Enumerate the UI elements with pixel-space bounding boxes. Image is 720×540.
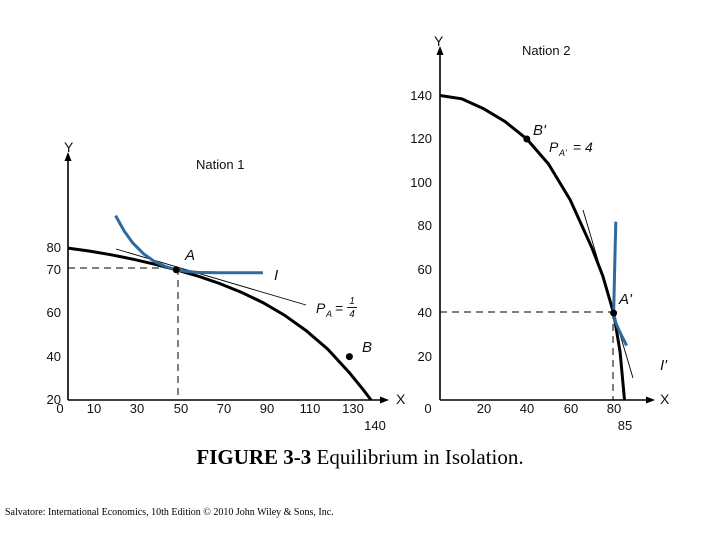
nation-1-price-subscript: A bbox=[325, 309, 332, 319]
nation-2-x-tick-80: 80 bbox=[607, 401, 621, 416]
nation-2-y-tick-140: 140 bbox=[410, 88, 432, 103]
nation-1-y-tick-20: 20 bbox=[47, 392, 61, 407]
nation-2-production-frontier bbox=[439, 94, 626, 401]
nation-1-y-tick-80: 80 bbox=[47, 240, 61, 255]
nation-2-y-tick-80: 80 bbox=[418, 218, 432, 233]
nation-2-x-tick-0: 0 bbox=[424, 401, 431, 416]
nation-2-x-tick-40: 40 bbox=[520, 401, 534, 416]
nation-1-x-tick-70: 70 bbox=[217, 401, 231, 416]
source-credit: Salvatore: International Economics, 10th… bbox=[5, 507, 334, 518]
nation-1-x-tick-30: 30 bbox=[130, 401, 144, 416]
nation-1-x-tick-140: 140 bbox=[364, 418, 386, 433]
nation-2-x-tick-60: 60 bbox=[564, 401, 578, 416]
nation-2-y-label: Y bbox=[434, 33, 444, 49]
nation-2-point-A-prime-label: A' bbox=[618, 291, 633, 308]
nation-1-x-tick-110: 110 bbox=[300, 401, 321, 416]
nation-1-price-numerator: 1 bbox=[349, 296, 355, 307]
nation-1-price-equals: = bbox=[331, 300, 347, 316]
nation-1-price-ratio-label: P A = 1 4 bbox=[316, 296, 357, 320]
nation-1-point-B-label: B bbox=[362, 339, 372, 356]
nation-1-point-A bbox=[172, 266, 180, 274]
nation-1-y-tick-60: 60 bbox=[47, 305, 61, 320]
figure-caption: FIGURE 3-3 Equilibrium in Isolation. bbox=[0, 445, 720, 470]
nation-2-price-subscript: A' bbox=[558, 148, 567, 158]
nation-1-x-tick-10: 10 bbox=[87, 401, 101, 416]
nation-2-x-tick-20: 20 bbox=[477, 401, 491, 416]
nation-1-point-A-label: A bbox=[184, 247, 195, 264]
nation-2-curve-I-prime-label: I' bbox=[660, 357, 668, 374]
nation-1-x-tick-130: 130 bbox=[342, 401, 364, 416]
figure-label: FIGURE 3-3 bbox=[196, 445, 312, 469]
nation-1-x-tick-0: 0 bbox=[56, 401, 63, 416]
nation-2-y-tick-100: 100 bbox=[410, 175, 432, 190]
nation-1-x-tick-90: 90 bbox=[260, 401, 274, 416]
nation-2-price-equals: = 4 bbox=[569, 139, 593, 155]
nation-2-y-tick-40: 40 bbox=[418, 305, 432, 320]
nation-1-x-tick-50: 50 bbox=[174, 401, 188, 416]
nation-1-y-tick-70: 70 bbox=[47, 262, 61, 277]
nation-2-point-A-prime bbox=[610, 309, 618, 317]
nation-2-indifference-curve-I-prime bbox=[612, 221, 628, 347]
nation-1-panel: Y X Nation 1 20 40 60 70 80 0 10 30 50 7… bbox=[47, 139, 406, 433]
nation-2-price-symbol: P bbox=[549, 139, 559, 155]
nation-2-y-tick-60: 60 bbox=[418, 262, 432, 277]
nation-2-price-ratio-label: P A' = 4 bbox=[549, 139, 593, 158]
nation-2-title: Nation 2 bbox=[522, 43, 570, 58]
nation-2-y-tick-20: 20 bbox=[418, 349, 432, 364]
nation-1-title: Nation 1 bbox=[196, 157, 244, 172]
nation-2-x-tick-85: 85 bbox=[618, 418, 632, 433]
nation-2-point-B-prime-label: B' bbox=[533, 122, 547, 139]
nation-2-panel: Y X Nation 2 20 40 60 80 100 120 140 0 2… bbox=[410, 33, 670, 433]
nation-1-production-frontier bbox=[67, 246, 373, 401]
nation-1-y-tick-40: 40 bbox=[47, 349, 61, 364]
nation-1-price-symbol: P bbox=[316, 300, 326, 316]
nation-1-indifference-curve-I bbox=[114, 214, 263, 275]
nation-1-price-denominator: 4 bbox=[349, 309, 355, 320]
nation-2-point-B-prime bbox=[523, 135, 531, 143]
nation-2-y-axis-arrow bbox=[436, 46, 444, 55]
nation-1-y-axis-arrow bbox=[64, 152, 72, 161]
nation-1-y-label: Y bbox=[64, 139, 74, 155]
nation-1-curve-I-label: I bbox=[274, 267, 278, 284]
figure-title: Equilibrium in Isolation. bbox=[311, 445, 524, 469]
nation-1-point-B bbox=[345, 353, 353, 361]
trade-isolation-figure: Y X Nation 1 20 40 60 70 80 0 10 30 50 7… bbox=[47, 33, 670, 433]
nation-2-x-axis-arrow bbox=[646, 396, 655, 404]
nation-1-x-axis-arrow bbox=[380, 396, 389, 404]
nation-1-x-label: X bbox=[396, 391, 406, 407]
nation-2-y-tick-120: 120 bbox=[410, 131, 432, 146]
nation-2-x-label: X bbox=[660, 391, 670, 407]
